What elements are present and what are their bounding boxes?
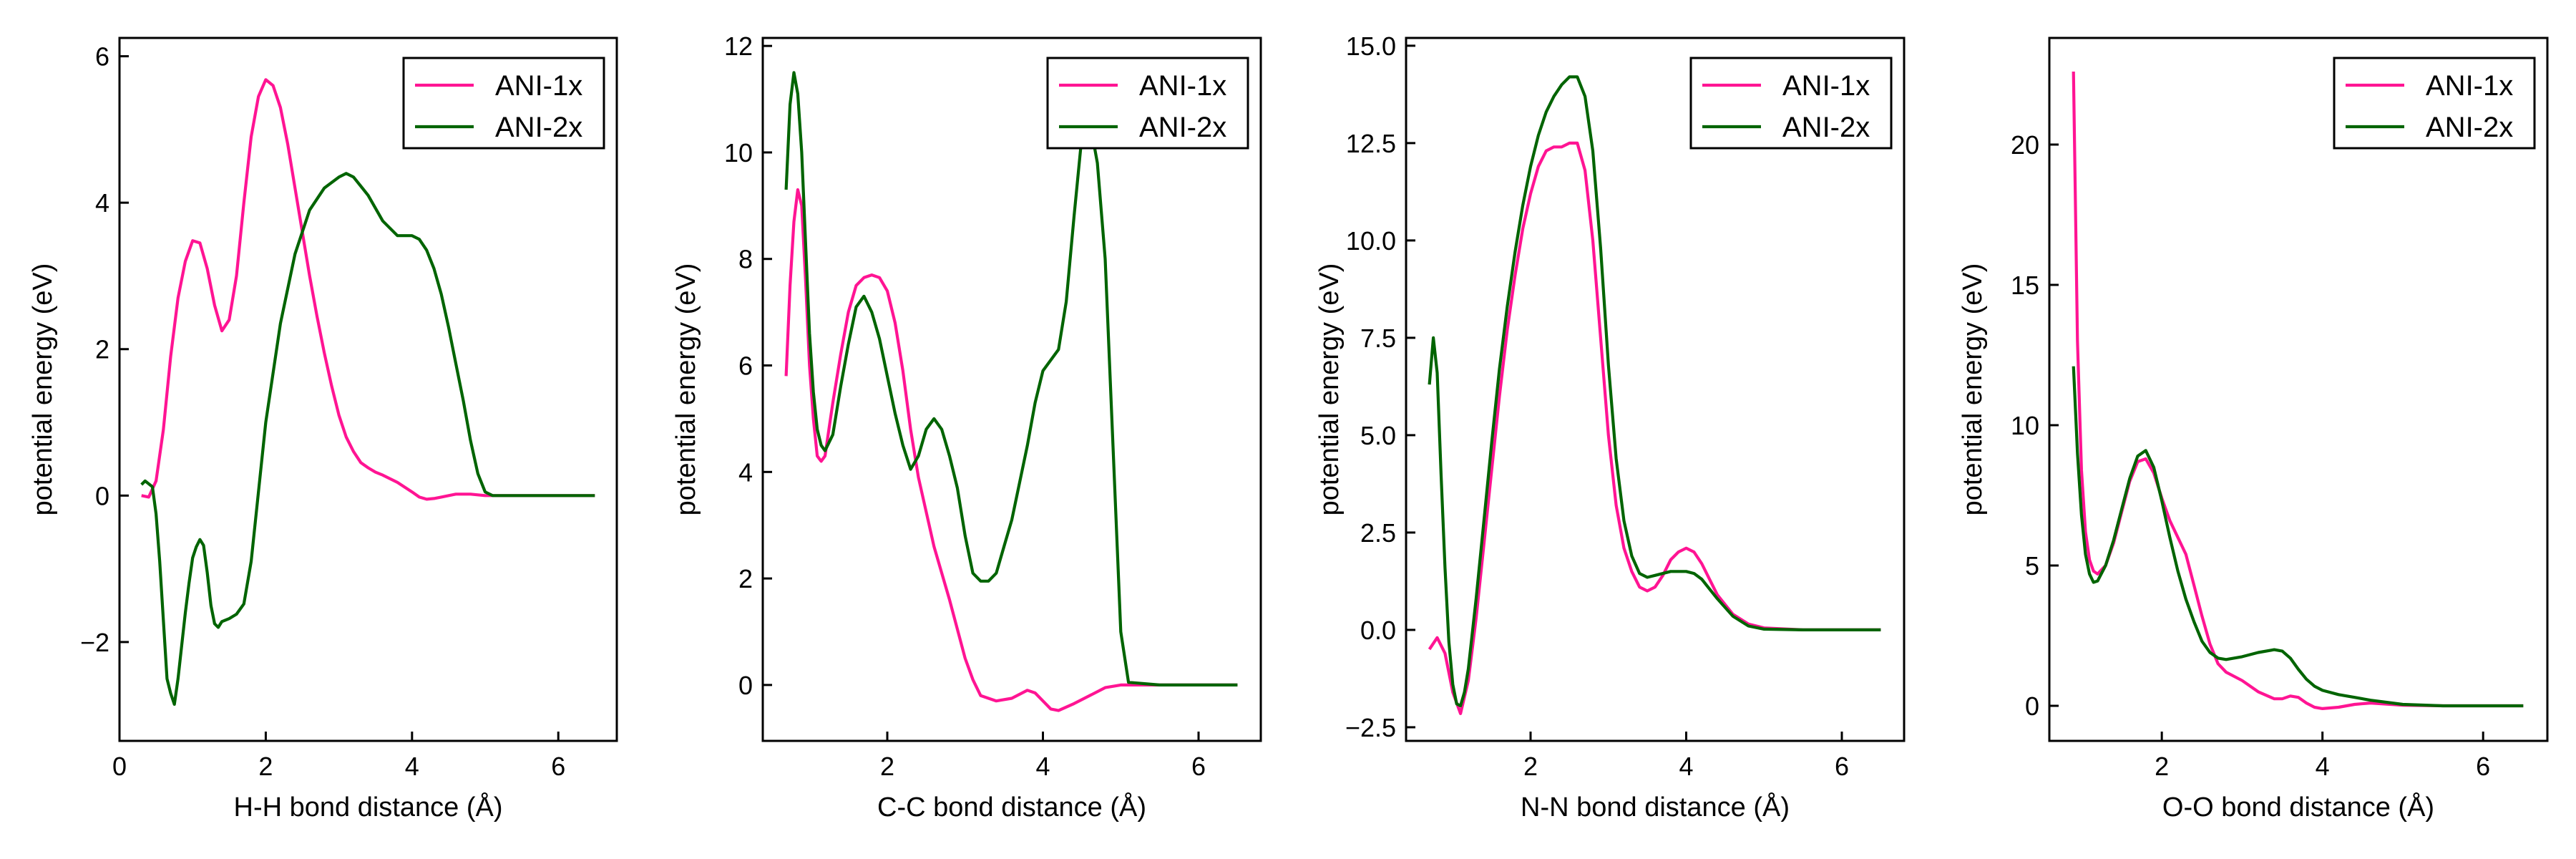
x-tick-label: 4 (405, 752, 419, 781)
series-line-ani-2x (784, 71, 1238, 686)
x-tick-label: 6 (1835, 752, 1849, 781)
legend-label: ANI-2x (2426, 112, 2513, 143)
y-axis-label: potential energy (eV) (1314, 263, 1345, 516)
x-tick-label: 6 (2476, 752, 2490, 781)
x-tick-label: 2 (880, 752, 894, 781)
legend: ANI-1x ANI-2x (1046, 57, 1249, 150)
y-axis-label: potential energy (eV) (28, 263, 58, 516)
y-tick-label: 0 (2025, 691, 2039, 721)
y-tick-label: 5.0 (1360, 421, 1396, 450)
y-tick-label: 10 (2011, 411, 2039, 440)
legend: ANI-1x ANI-2x (2333, 57, 2536, 150)
series-line-ani-2x (140, 172, 595, 706)
series-line-ani-1x (2072, 71, 2524, 710)
series-line-ani-2x (1428, 75, 1881, 708)
y-tick-label: 2.5 (1360, 518, 1396, 548)
series-line-ani-1x (784, 188, 1238, 712)
x-axis-label: C-C bond distance (Å) (877, 791, 1146, 822)
x-axis-label: H-H bond distance (Å) (234, 791, 503, 822)
legend-label: ANI-1x (1139, 70, 1226, 102)
x-tick-label: 2 (258, 752, 273, 781)
x-tick-label: 2 (1523, 752, 1538, 781)
legend-label: ANI-2x (1139, 112, 1226, 143)
legend-label: ANI-1x (495, 70, 582, 102)
chart-panel-4: 2 4 6 0 5 10 15 20 O-O bond distance (Å) potentia… (1958, 37, 2549, 822)
y-axis-label: potential energy (eV) (671, 263, 701, 516)
legend-box (1689, 57, 1893, 150)
x-tick-label: 6 (1191, 752, 1206, 781)
series-line-ani-2x (2072, 366, 2524, 708)
legend-box (1046, 57, 1249, 150)
y-axis-label: potential energy (eV) (1958, 263, 1988, 516)
y-tick-label: 0.0 (1360, 616, 1396, 645)
x-tick-label: 0 (112, 752, 127, 781)
y-tick-label: 0 (738, 671, 753, 700)
legend-label: ANI-2x (1782, 112, 1870, 143)
y-tick-label: 15.0 (1346, 31, 1396, 61)
chart-panel-1: 0 2 4 6 −2 0 2 4 6 H-H bond distance (Å) potential… (28, 37, 618, 822)
y-tick-label: 20 (2011, 130, 2039, 160)
legend: ANI-1x ANI-2x (1689, 57, 1893, 150)
y-tick-label: 10.0 (1346, 226, 1396, 256)
y-tick-label: 4 (95, 188, 109, 218)
legend: ANI-1x ANI-2x (402, 57, 605, 150)
series-line-ani-1x (141, 78, 595, 501)
y-tick-label: 2 (95, 335, 109, 364)
axes-frame (761, 37, 1262, 742)
axes-frame (118, 37, 618, 742)
legend-label: ANI-1x (2426, 70, 2513, 102)
y-tick-label: 10 (724, 138, 753, 168)
legend-box (2333, 57, 2536, 150)
x-tick-label: 4 (2316, 752, 2330, 781)
y-tick-label: −2 (80, 628, 109, 657)
axes-frame (2048, 37, 2549, 742)
y-tick-label: 8 (738, 245, 753, 274)
y-tick-label: 12 (724, 31, 753, 61)
y-tick-label: 7.5 (1360, 324, 1396, 353)
x-tick-label: 6 (551, 752, 565, 781)
y-tick-label: 2 (738, 564, 753, 593)
y-tick-label: 12.5 (1346, 129, 1396, 158)
chart-panel-3: 2 4 6 −2.5 0.0 2.5 5.0 7.5 10.0 12.5 15.0 N-N bond … (1314, 31, 1906, 822)
y-tick-label: 0 (95, 481, 109, 510)
y-tick-label: 6 (95, 42, 109, 72)
x-tick-label: 4 (1679, 752, 1693, 781)
y-tick-label: −2.5 (1345, 713, 1396, 742)
axes-frame (1405, 37, 1906, 742)
chart-panel-2: 2 4 6 0 2 4 6 8 10 12 C-C bond distance (Å) potenti… (671, 31, 1262, 822)
legend-label: ANI-1x (1782, 70, 1870, 102)
y-tick-label: 5 (2025, 551, 2039, 581)
y-tick-label: 4 (738, 457, 753, 487)
legend-box (402, 57, 605, 150)
x-tick-label: 2 (2155, 752, 2169, 781)
x-tick-label: 4 (1035, 752, 1050, 781)
series-line-ani-1x (1428, 141, 1881, 715)
y-tick-label: 6 (738, 351, 753, 381)
y-tick-label: 15 (2011, 271, 2039, 300)
x-axis-label: N-N bond distance (Å) (1521, 791, 1790, 822)
x-axis-label: O-O bond distance (Å) (2162, 791, 2434, 822)
legend-label: ANI-2x (495, 112, 582, 143)
